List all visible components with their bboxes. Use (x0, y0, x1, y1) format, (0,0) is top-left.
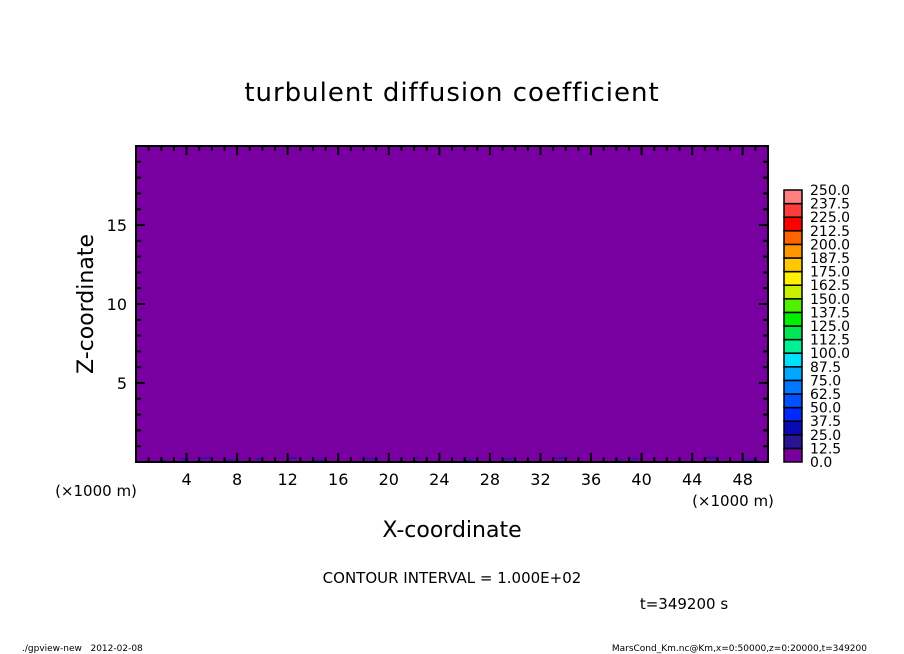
low-value-patch (199, 457, 212, 459)
low-value-patch (616, 459, 623, 461)
colorbar-bin (783, 338, 803, 354)
colorbar-label: 112.5 (810, 333, 850, 349)
chart-title: turbulent diffusion coefficient (244, 78, 659, 108)
colorbar-bin (783, 447, 803, 463)
colorbar-label: 62.5 (810, 387, 841, 403)
x-tick-label: 40 (631, 470, 651, 489)
footer-left: ./gpview-new 2012-02-08 (22, 644, 143, 654)
colorbar-bin (783, 189, 803, 205)
low-value-patch (704, 457, 717, 459)
colorbar-label: 187.5 (810, 251, 850, 267)
colorbar-label: 200.0 (810, 237, 850, 253)
low-value-patch (628, 458, 638, 460)
low-value-patch (161, 459, 168, 461)
colorbar-bin (783, 366, 803, 382)
colorbar-label: 25.0 (810, 428, 841, 444)
colorbar-bin (783, 420, 803, 436)
colorbar-bin (783, 325, 803, 341)
x-tick-label: 48 (733, 470, 753, 489)
x-unit-left: (×1000 m) (55, 482, 137, 500)
low-value-patch (502, 458, 515, 460)
low-value-patch (312, 459, 325, 461)
x-tick-label: 32 (530, 470, 550, 489)
colorbar-bin (783, 311, 803, 327)
y-tick-label: 10 (107, 295, 127, 314)
colorbar-bin (783, 379, 803, 395)
x-tick-label: 24 (429, 470, 449, 489)
low-value-patch (363, 458, 379, 460)
x-tick-label: 44 (682, 470, 702, 489)
colorbar-bin (783, 216, 803, 232)
low-value-patch (742, 459, 758, 461)
colorbar-label: 237.5 (810, 197, 850, 213)
colorbar-bin (783, 243, 803, 259)
colorbar-label: 175.0 (810, 265, 850, 281)
colorbar-label: 37.5 (810, 414, 841, 430)
colorbar-bin (783, 270, 803, 286)
low-value-patch (287, 457, 297, 459)
colorbar-label: 162.5 (810, 278, 850, 294)
low-value-patch (553, 457, 569, 459)
x-unit-right: (×1000 m) (692, 492, 774, 510)
y-axis-label: Z-coordinate (74, 234, 99, 374)
colorbar-label: 75.0 (810, 373, 841, 389)
colorbar-label: 100.0 (810, 346, 850, 362)
colorbar-bin (783, 406, 803, 422)
contour-interval: CONTOUR INTERVAL = 1.000E+02 (323, 569, 582, 587)
heatmap-field (136, 146, 768, 462)
colorbar-label: 12.5 (810, 441, 841, 457)
colorbar-bin (783, 393, 803, 409)
colorbar-label: 137.5 (810, 305, 850, 321)
colorbar-label: 250.0 (810, 183, 850, 199)
low-value-patch (414, 457, 421, 459)
low-value-patch (256, 458, 263, 460)
colorbar-label: 125.0 (810, 319, 850, 335)
x-tick-label: 8 (232, 470, 242, 489)
x-tick-label: 20 (379, 470, 399, 489)
colorbar-bin (783, 352, 803, 368)
x-tick-label: 4 (181, 470, 191, 489)
y-tick-label: 15 (107, 216, 127, 235)
colorbar-bin (783, 434, 803, 450)
colorbar-label: 150.0 (810, 292, 850, 308)
time-label: t=349200 s (640, 595, 728, 613)
colorbar-bin (783, 230, 803, 246)
x-tick-label: 36 (581, 470, 601, 489)
colorbar-label: 0.0 (810, 455, 832, 471)
colorbar-label: 87.5 (810, 360, 841, 376)
footer-right: MarsCond_Km.nc@Km,x=0:50000,z=0:20000,t=… (612, 644, 867, 654)
x-tick-label: 12 (278, 470, 298, 489)
colorbar-bin (783, 284, 803, 300)
x-axis-label: X-coordinate (382, 518, 521, 543)
x-tick-label: 16 (328, 470, 348, 489)
colorbar-bin (783, 257, 803, 273)
colorbar-label: 225.0 (810, 210, 850, 226)
colorbar-label: 50.0 (810, 401, 841, 417)
x-tick-label: 28 (480, 470, 500, 489)
colorbar-label: 212.5 (810, 224, 850, 240)
low-value-patch (180, 458, 190, 460)
colorbar-bin (783, 298, 803, 314)
colorbar-bin (783, 202, 803, 218)
y-tick-label: 5 (117, 374, 127, 393)
low-value-patch (464, 459, 474, 461)
low-value-patch (224, 459, 240, 461)
